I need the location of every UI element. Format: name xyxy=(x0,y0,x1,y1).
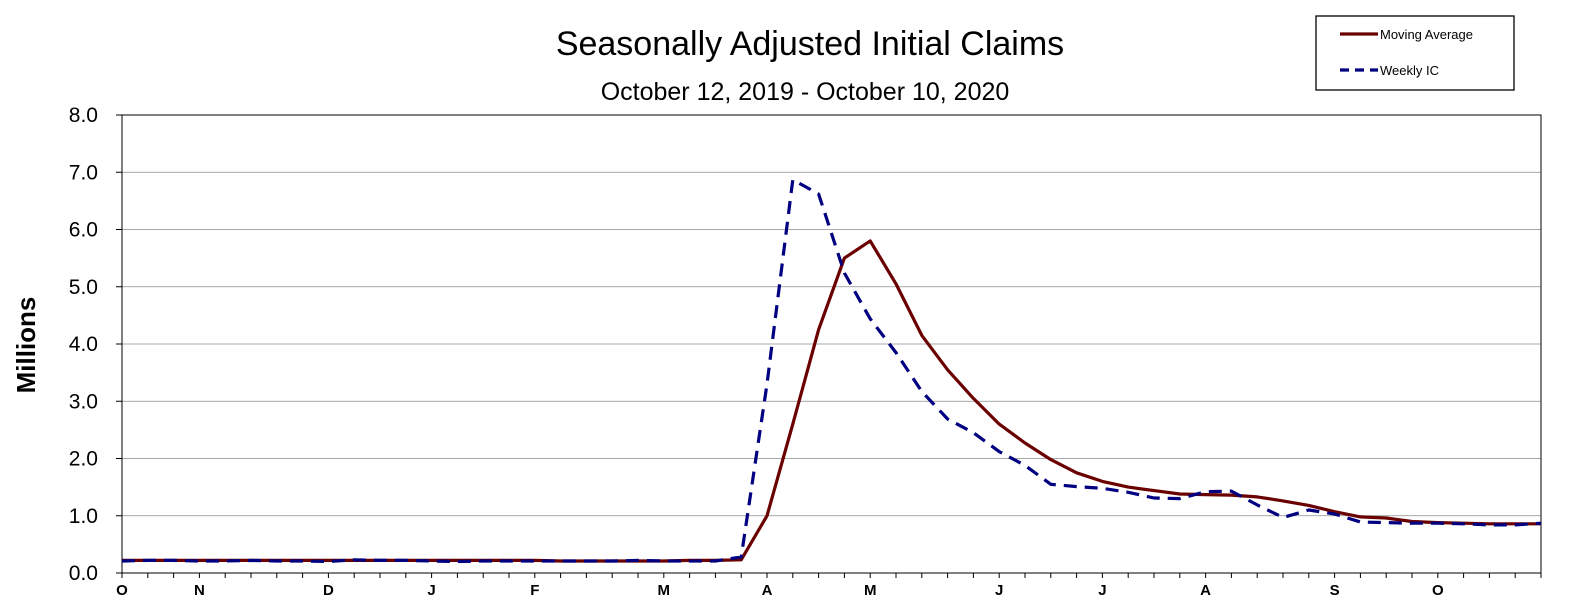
series-lines xyxy=(121,178,1542,564)
y-tick-label: 2.0 xyxy=(69,448,98,471)
x-tick-label: D xyxy=(323,582,334,599)
x-tick-label: N xyxy=(194,582,205,599)
y-tick-label: 1.0 xyxy=(69,505,98,528)
legend-label-weekly-ic: Weekly IC xyxy=(1380,63,1439,78)
x-tick-label: M xyxy=(658,582,671,599)
y-tick-label: 4.0 xyxy=(69,333,98,356)
axes: 0.0 1.0 2.0 3.0 4.0 5.0 6.0 7.0 8.0 O N D J F M A M J J A S O xyxy=(69,104,1542,599)
y-tick-label: 7.0 xyxy=(69,161,98,184)
legend-box xyxy=(1315,15,1515,91)
series-line-weekly-ic xyxy=(121,178,1542,564)
legend-label-moving-average: Moving Average xyxy=(1380,27,1473,42)
y-tick-label: 5.0 xyxy=(69,276,98,299)
chart-subtitle: October 12, 2019 - October 10, 2020 xyxy=(601,78,1010,106)
gridlines xyxy=(122,114,1541,574)
x-tick-label: S xyxy=(1330,582,1340,599)
x-tick-label: O xyxy=(1432,582,1444,599)
y-tick-label: 8.0 xyxy=(69,104,98,127)
x-tick-label: M xyxy=(864,582,877,599)
y-tick-label: 0.0 xyxy=(69,562,98,585)
chart-title: Seasonally Adjusted Initial Claims xyxy=(556,25,1064,63)
x-tick-label: A xyxy=(762,582,773,599)
x-tick-label: F xyxy=(530,582,539,599)
x-tick-label: A xyxy=(1200,582,1211,599)
y-tick-label: 3.0 xyxy=(69,390,98,413)
x-tick-label: J xyxy=(1098,582,1106,599)
x-tick-label: O xyxy=(116,582,128,599)
x-tick-label: J xyxy=(427,582,435,599)
x-tick-label: J xyxy=(995,582,1003,599)
legend: Moving Average Weekly IC xyxy=(1315,15,1515,91)
y-axis-label: Millions xyxy=(11,297,41,394)
y-tick-label: 6.0 xyxy=(69,219,98,242)
